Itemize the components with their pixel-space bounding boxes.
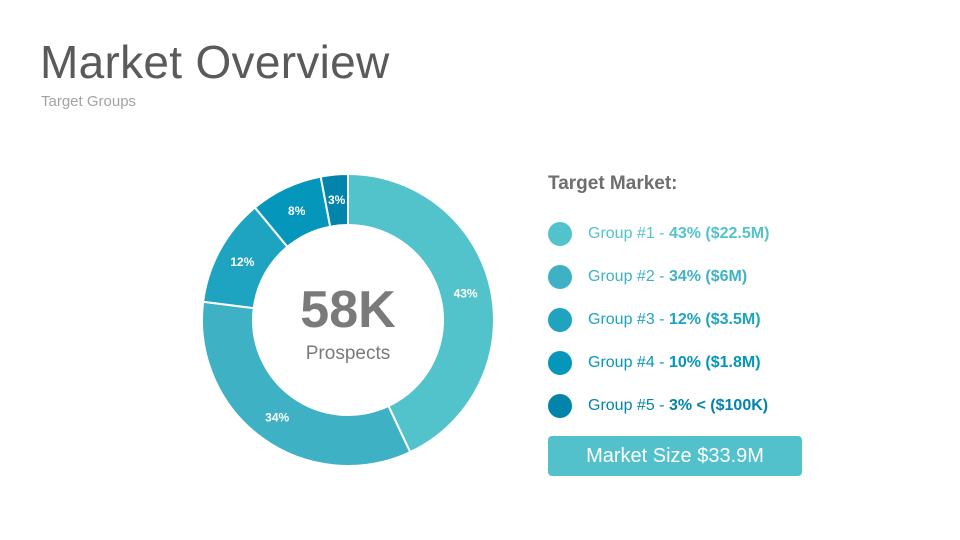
legend-item-name: Group #1 xyxy=(588,224,655,242)
legend-title: Target Market: xyxy=(548,173,678,194)
page-title: Market Overview xyxy=(40,36,390,88)
donut-slice-5 xyxy=(319,172,349,228)
legend-dot xyxy=(548,350,572,375)
legend-item-group-2: Group #2 - 34% ($6M) xyxy=(548,255,769,298)
market-size-button[interactable]: Market Size $33.9M xyxy=(548,436,802,476)
slice-label-3: 12% xyxy=(230,255,254,269)
donut-slice-2 xyxy=(201,300,412,467)
slice-label-5: 3% xyxy=(328,193,346,207)
legend-item-value: 43% ($22.5M) xyxy=(668,224,770,242)
legend-item-group-1: Group #1 - 43% ($22.5M) xyxy=(548,212,769,255)
legend-item-group-5: Group #5 - 3% < ($100K) xyxy=(548,384,769,427)
legend-list: Group #1 - 43% ($22.5M) Group #2 - 34% (… xyxy=(548,212,769,427)
legend-item-sep: - xyxy=(654,224,669,242)
center-value: 58K xyxy=(300,281,396,339)
center-label: Prospects xyxy=(306,343,390,364)
legend-item-sep: - xyxy=(654,396,669,414)
legend-dot xyxy=(548,221,572,246)
slice-label-2: 34% xyxy=(265,410,289,424)
slice-label-4: 8% xyxy=(288,204,306,218)
slice-label-1: 43% xyxy=(454,287,478,301)
legend-item-value: 12% ($3.5M) xyxy=(668,310,761,328)
legend-item-value: 3% < ($100K) xyxy=(668,396,769,414)
legend-item-sep: - xyxy=(654,353,669,371)
legend-dot xyxy=(548,264,572,289)
legend-item-sep: - xyxy=(654,267,669,285)
legend-item-value: 34% ($6M) xyxy=(668,267,748,285)
legend-item-name: Group #2 xyxy=(588,267,655,285)
page-subtitle: Target Groups xyxy=(41,93,137,110)
legend-item-group-4: Group #4 - 10% ($1.8M) xyxy=(548,341,769,384)
legend-dot xyxy=(548,307,572,332)
legend-item-name: Group #4 xyxy=(588,353,655,371)
legend-item-name: Group #3 xyxy=(588,310,655,328)
legend-dot xyxy=(548,393,572,418)
legend-item-name: Group #5 xyxy=(588,396,655,414)
donut-slice-1 xyxy=(347,172,495,454)
legend-item-sep: - xyxy=(654,310,669,328)
legend-item-value: 10% ($1.8M) xyxy=(668,353,761,371)
legend-item-group-3: Group #3 - 12% ($3.5M) xyxy=(548,298,769,341)
donut-chart: 43% 34% 12% 8% 3% 58K Prospects xyxy=(201,172,495,467)
